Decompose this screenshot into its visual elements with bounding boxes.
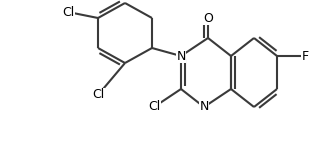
Text: N: N xyxy=(199,100,209,114)
Text: N: N xyxy=(176,49,186,62)
Text: Cl: Cl xyxy=(62,5,74,19)
Text: Cl: Cl xyxy=(92,89,104,101)
Text: Cl: Cl xyxy=(148,100,160,114)
Text: O: O xyxy=(203,11,213,24)
Text: F: F xyxy=(301,49,308,62)
